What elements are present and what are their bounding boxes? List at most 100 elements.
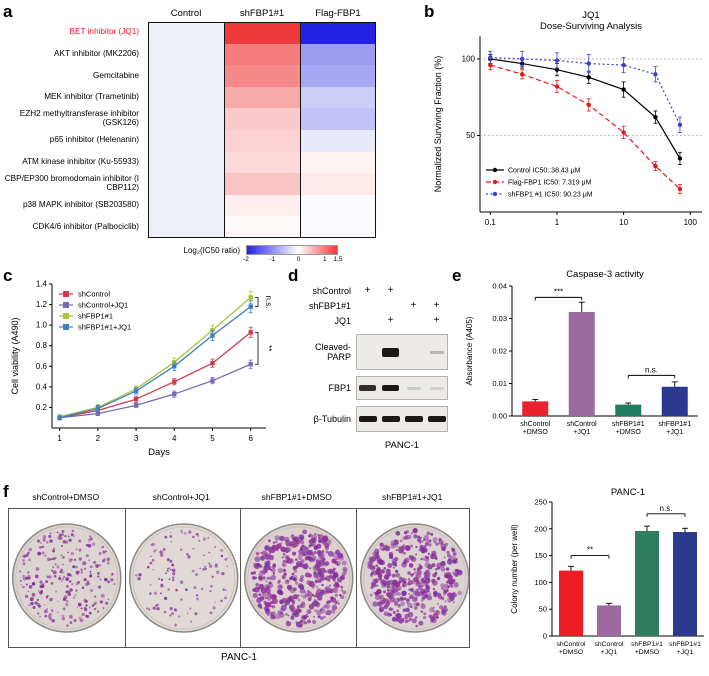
colony-dot: [75, 548, 78, 551]
colony-dot: [302, 529, 307, 535]
panel-letter-e: e: [452, 266, 462, 285]
colony-dot: [432, 591, 438, 596]
colony-dot: [280, 547, 284, 552]
colony-dot: [34, 601, 38, 605]
legend-label: shFBP1 #1 IC50: 90.23 μM: [508, 192, 593, 199]
colony-dot: [43, 603, 46, 606]
colony-dot: [275, 613, 281, 620]
colony-dot: [98, 564, 102, 567]
colony-dot: [316, 566, 321, 572]
colony-dot: [210, 575, 214, 578]
colony-dot: [191, 547, 195, 550]
colony-dot: [149, 555, 152, 558]
colony-dot: [255, 582, 260, 587]
colony-dot: [452, 551, 457, 555]
colony-dot: [449, 583, 453, 587]
colony-dot: [41, 545, 45, 549]
colony-dot: [268, 567, 272, 571]
colony-dot: [61, 617, 66, 621]
colony-dot: [282, 568, 287, 572]
colony-dot: [371, 565, 375, 570]
legend-marker: [63, 291, 69, 297]
blot-label: β-Tubulin: [286, 414, 354, 424]
x-tick-label: 1: [57, 434, 62, 443]
heatmap-cell: [148, 130, 224, 152]
colony-dot: [445, 581, 448, 584]
colony-dot: [197, 535, 199, 537]
y-tick-label: 250: [534, 498, 547, 507]
data-point: [621, 130, 626, 135]
colony-dot: [88, 540, 91, 543]
colony-dot: [392, 610, 396, 614]
colony-dot: [288, 604, 295, 611]
colony-dot: [65, 577, 70, 581]
heatmap-cell: [300, 43, 376, 66]
colony-dot: [195, 594, 198, 597]
colony-dot: [49, 597, 53, 602]
colony-dot: [345, 571, 348, 574]
colony-dot: [315, 590, 320, 595]
colony-dot: [311, 586, 315, 589]
colony-dot: [451, 592, 457, 598]
colony-dot: [418, 539, 421, 542]
colony-dot: [331, 596, 334, 599]
series-line-3: [59, 306, 252, 419]
colony-dot: [434, 542, 439, 546]
colony-dot: [281, 562, 287, 568]
heatmap-cell: [224, 216, 300, 238]
plate-rim: [15, 526, 119, 630]
colony-dot: [171, 568, 175, 573]
colony-dot: [52, 570, 57, 575]
colony-dot: [93, 607, 97, 611]
colony-dot: [391, 573, 396, 578]
colony-dot: [331, 604, 338, 611]
x-category-label: +JQ1: [601, 649, 618, 656]
panel-letter-b: b: [424, 2, 435, 21]
colony-dot: [295, 621, 302, 628]
colony-dot: [433, 540, 436, 544]
colony-dot: [41, 551, 45, 555]
colony-dot: [265, 596, 268, 600]
panel-letter-c: c: [3, 266, 13, 285]
colony-dot: [78, 539, 82, 543]
colony-dot: [293, 611, 300, 618]
colony-dot: [428, 539, 431, 542]
data-point: [133, 403, 139, 408]
colony-dot: [335, 600, 339, 603]
colony-dot: [286, 596, 292, 603]
colorbar-tick: -1: [269, 256, 276, 263]
colony-dot: [168, 578, 170, 581]
colony-dot: [318, 597, 323, 601]
colony-dot: [414, 624, 418, 628]
colony-dot: [282, 563, 285, 566]
colony-dot: [153, 591, 157, 595]
colony-dot: [443, 605, 447, 609]
colony-dot: [332, 587, 339, 594]
colony-dot: [71, 583, 74, 586]
colony-dot: [322, 537, 328, 543]
bar: [635, 530, 659, 636]
heatmap-row-label: CBP/EP300 bromodomain inhibitor (I CBP11…: [4, 174, 139, 192]
colony-dot: [99, 600, 103, 604]
colony-dot: [295, 565, 299, 569]
colony-dot: [419, 610, 423, 613]
heatmap-cell: [224, 194, 300, 217]
colony-dot: [424, 542, 429, 547]
colony-dot: [386, 587, 388, 589]
colony-dot: [166, 588, 170, 591]
colony-dot: [317, 615, 321, 619]
colony-dot: [40, 542, 42, 544]
colony-dot: [155, 607, 160, 611]
colony-dot: [307, 597, 312, 602]
colony-dot: [70, 551, 75, 556]
heatmap-row-label: AKT inhibitor (MK2206): [54, 48, 139, 58]
x-category-label: shControl: [594, 641, 624, 648]
colony-dot: [22, 554, 26, 559]
heatmap-cell: [300, 108, 376, 130]
colony-dot: [389, 543, 396, 549]
blot-label: Cleaved- PARP: [286, 342, 354, 363]
colony-dot: [446, 579, 449, 582]
colony-dot: [415, 574, 418, 577]
colony-dot: [325, 585, 331, 592]
data-point: [488, 55, 493, 60]
